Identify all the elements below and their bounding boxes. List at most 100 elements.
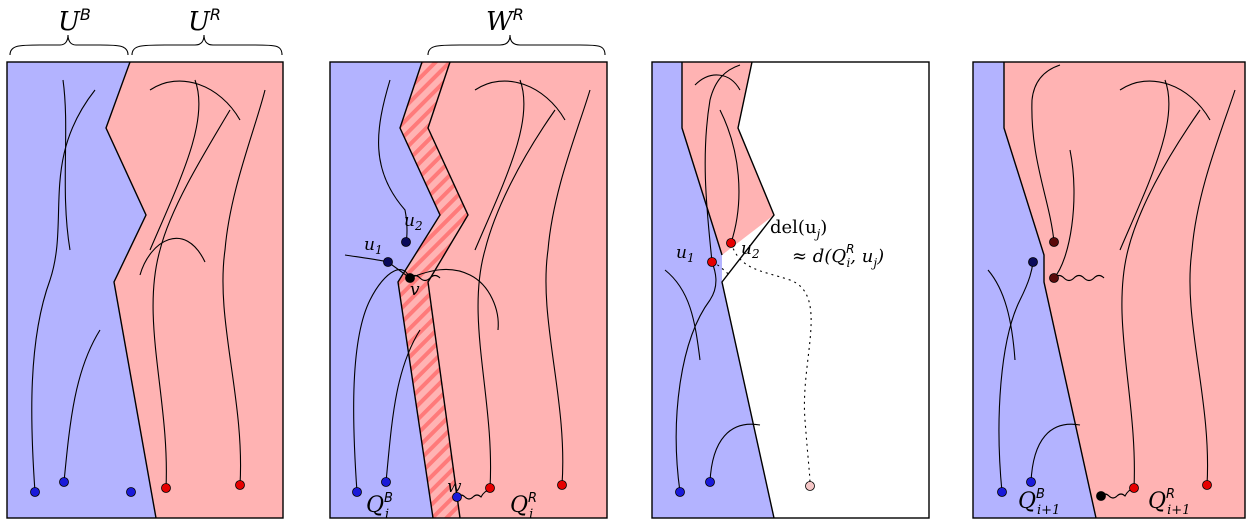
label-u-b: UB bbox=[58, 5, 91, 37]
divider-right bbox=[427, 61, 469, 519]
deleted-path bbox=[711, 261, 731, 276]
blue-region bbox=[330, 62, 440, 518]
label-w-r: WR bbox=[486, 5, 524, 37]
wavy-path bbox=[1100, 487, 1135, 499]
blue-dot bbox=[59, 477, 69, 487]
blue-path bbox=[353, 269, 411, 493]
red-dot bbox=[1202, 480, 1212, 490]
label-q-b-i: QB i bbox=[366, 491, 393, 522]
wavy-path bbox=[1053, 274, 1105, 282]
red-path bbox=[545, 89, 591, 486]
red-path bbox=[1119, 79, 1170, 251]
red-dot bbox=[1129, 483, 1139, 493]
panel-3-frame bbox=[651, 61, 930, 519]
red-region bbox=[1004, 62, 1245, 518]
label-del-line-2: ≈ d(QR i, uj) bbox=[792, 242, 884, 270]
pale-dot bbox=[805, 481, 815, 491]
blue-path bbox=[1030, 423, 1081, 483]
red-path bbox=[409, 268, 499, 331]
red-dot bbox=[235, 480, 245, 490]
blue-region bbox=[973, 62, 1096, 518]
red-dot bbox=[161, 483, 171, 493]
panel-2-frame bbox=[329, 61, 608, 519]
red-dot-u1 bbox=[707, 257, 717, 267]
label-del-line-1: del(uj) bbox=[770, 217, 827, 241]
red-dot bbox=[485, 483, 495, 493]
blue-dot bbox=[126, 487, 136, 497]
blue-dot bbox=[1026, 477, 1036, 487]
panel-1: UB UR bbox=[6, 5, 284, 519]
red-dot bbox=[557, 480, 567, 490]
blue-path bbox=[62, 79, 71, 251]
label-u2: u2 bbox=[404, 211, 423, 233]
label-q-b-i1: QB i+1 bbox=[1018, 487, 1060, 518]
red-path bbox=[1031, 64, 1061, 243]
red-path bbox=[149, 80, 241, 121]
red-path bbox=[1121, 109, 1201, 489]
blue-region bbox=[652, 62, 774, 518]
red-path bbox=[1189, 89, 1236, 486]
wavy-path bbox=[409, 274, 441, 282]
region-divider bbox=[1003, 62, 1097, 519]
panel-1-frame bbox=[6, 61, 284, 519]
panel-4: QB i+1 QR i+1 bbox=[972, 61, 1246, 519]
blue-dot bbox=[1028, 257, 1038, 267]
panel-2: WR u2 u1 v w QB i QR i bbox=[329, 5, 608, 522]
blue-path bbox=[987, 269, 1016, 361]
label-u1: u1 bbox=[364, 235, 383, 257]
vertex-u2 bbox=[401, 237, 411, 247]
vertex-v bbox=[405, 273, 415, 283]
divider-right bbox=[721, 61, 775, 519]
divider-left bbox=[397, 61, 441, 519]
black-dot bbox=[1096, 491, 1106, 501]
label-u-r: UR bbox=[188, 5, 221, 37]
blue-region-u-b bbox=[7, 62, 156, 518]
label-u1: u1 bbox=[676, 243, 695, 265]
blue-path bbox=[998, 261, 1034, 493]
blue-path bbox=[63, 329, 101, 483]
red-path bbox=[477, 109, 556, 489]
blue-dot bbox=[675, 487, 685, 497]
brace-u-b bbox=[9, 34, 129, 56]
label-q-r-i1: QR i+1 bbox=[1148, 487, 1190, 518]
brace-u-r bbox=[131, 34, 283, 56]
red-path bbox=[704, 64, 741, 263]
red-path bbox=[474, 79, 525, 251]
blue-path bbox=[664, 269, 701, 361]
vertex-u1 bbox=[383, 257, 393, 267]
blue-dot bbox=[352, 487, 362, 497]
blue-path bbox=[31, 89, 96, 493]
blue-dot bbox=[997, 487, 1007, 497]
blue-dot bbox=[705, 477, 715, 487]
brace-w-r bbox=[427, 34, 606, 56]
blue-path bbox=[385, 329, 421, 483]
red-path bbox=[152, 109, 231, 489]
red-path bbox=[719, 109, 740, 244]
red-path bbox=[149, 79, 200, 251]
blue-path bbox=[675, 261, 717, 493]
deleted-path bbox=[730, 242, 812, 485]
red-path bbox=[139, 237, 206, 276]
red-path bbox=[222, 89, 266, 486]
label-q-r-i: QR i bbox=[510, 491, 537, 522]
red-path bbox=[694, 74, 741, 91]
red-region-w-r bbox=[428, 62, 607, 518]
red-region bbox=[682, 62, 774, 255]
panel-3: u1 u2 del(uj) ≈ d(QR i, uj) bbox=[651, 61, 930, 519]
red-path bbox=[474, 80, 566, 121]
red-path bbox=[1119, 80, 1211, 121]
wavy-path-w bbox=[456, 488, 492, 500]
divider-left bbox=[681, 62, 723, 256]
label-w: w bbox=[447, 477, 462, 497]
region-divider bbox=[105, 61, 157, 519]
red-path bbox=[1053, 149, 1075, 279]
dark-red-dot bbox=[1049, 273, 1059, 283]
panel-4-frame bbox=[972, 61, 1246, 519]
label-v: v bbox=[410, 280, 420, 300]
blue-dot bbox=[381, 477, 391, 487]
dark-red-dot bbox=[1049, 237, 1059, 247]
blue-path bbox=[709, 423, 761, 483]
blue-path bbox=[378, 79, 408, 243]
label-u2: u2 bbox=[741, 239, 760, 261]
